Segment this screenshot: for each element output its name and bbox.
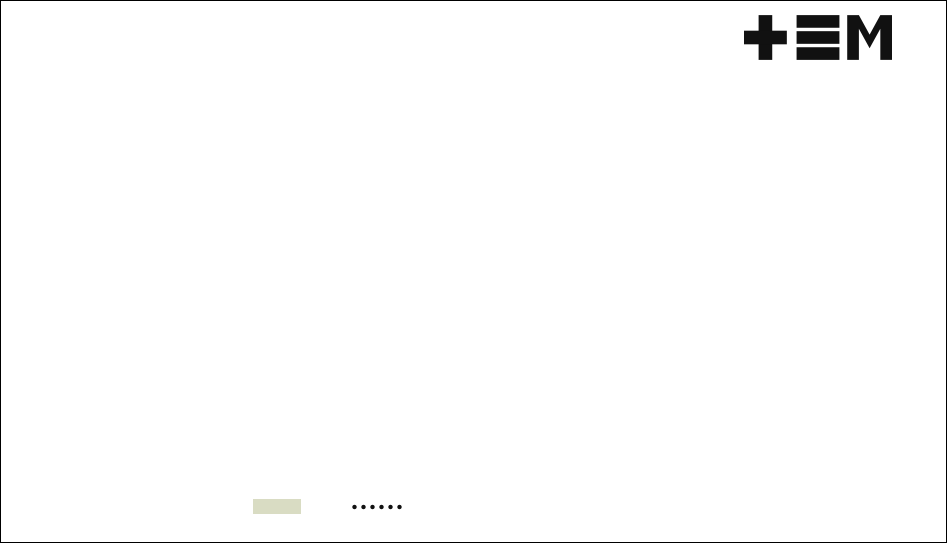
legend-marker-2022 xyxy=(471,500,484,513)
legend-swatch-avg xyxy=(350,503,404,510)
logo-bar-2 xyxy=(796,31,840,44)
tem-logo xyxy=(744,15,892,60)
legend-item-avg xyxy=(350,503,413,510)
legend-swatch-2022 xyxy=(453,505,501,509)
legend-swatch-range xyxy=(253,499,301,514)
logo-bar-3 xyxy=(796,47,840,60)
legend-swatch-2021 xyxy=(550,505,598,509)
legend-item-2022 xyxy=(453,505,510,509)
legend-item-range xyxy=(253,499,310,514)
legend-item-2021 xyxy=(550,505,607,509)
legend xyxy=(253,499,607,514)
logo-m xyxy=(847,15,892,60)
logo-plus-horizontal xyxy=(744,30,787,45)
logo-bar-1 xyxy=(796,15,840,28)
